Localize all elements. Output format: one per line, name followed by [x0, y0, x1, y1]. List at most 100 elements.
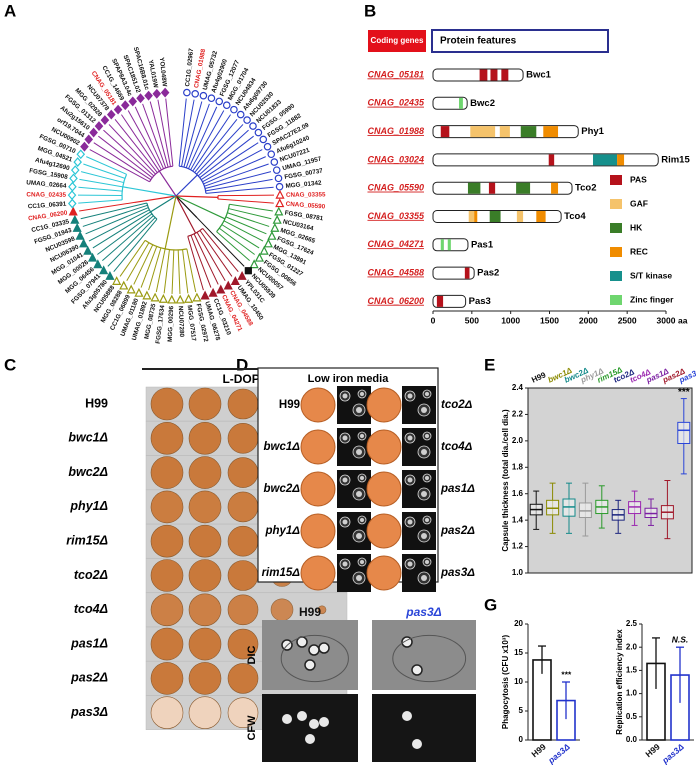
strain-label: tco2Δ — [74, 568, 108, 582]
cell-body — [356, 533, 362, 539]
fluorescent-cell — [319, 717, 329, 727]
leaf-marker — [267, 230, 277, 240]
strain-label: pas3Δ — [70, 705, 108, 719]
leaf-marker — [230, 105, 238, 114]
cell-body — [421, 449, 427, 455]
protein-name: Tco4 — [564, 211, 586, 222]
leaf-marker — [270, 158, 279, 166]
domain — [464, 267, 470, 279]
cell-body — [342, 519, 348, 525]
leaf-marker — [79, 238, 89, 248]
protein-bar — [432, 68, 524, 82]
leaf-marker — [243, 116, 251, 124]
tree-branch — [89, 149, 150, 183]
tree-branch — [102, 215, 154, 262]
domain — [488, 182, 496, 194]
leaf-marker — [105, 271, 115, 280]
tree-branch — [86, 156, 127, 175]
tree-branch — [88, 209, 150, 242]
micrograph — [372, 620, 476, 690]
leaf-marker — [126, 284, 136, 294]
tree-branch — [165, 98, 174, 167]
cell-body — [360, 434, 364, 438]
leaf-marker — [68, 181, 77, 192]
legend-label: S/T kinase — [630, 270, 672, 280]
y-tick-label: 1.0 — [626, 689, 638, 698]
tree-branch — [200, 142, 259, 181]
tree-branch — [158, 170, 177, 197]
cell-body — [425, 476, 429, 480]
tree-branch — [79, 201, 135, 212]
x-unit: aa — [678, 315, 688, 325]
plate — [366, 471, 402, 507]
tree-branch — [107, 217, 156, 267]
tree-branch — [216, 204, 230, 233]
leaf-marker — [80, 141, 89, 152]
leaf-label: UMAG_02664 — [26, 179, 67, 190]
tree-branch — [216, 231, 250, 262]
domain — [617, 154, 625, 166]
tree-branch — [196, 124, 244, 175]
strain-label: bwc2Δ — [68, 465, 108, 479]
spot — [150, 490, 184, 524]
protein-name: Tco2 — [575, 183, 596, 194]
leaf-marker — [237, 271, 247, 280]
tree-branch — [221, 224, 260, 249]
leaf-label: NCU07280 — [177, 306, 185, 338]
tree-branch — [188, 106, 218, 169]
domain — [470, 126, 496, 138]
spot — [227, 697, 259, 729]
cell-body — [342, 435, 348, 441]
plate — [300, 387, 336, 423]
tree-branch — [183, 101, 203, 168]
tree-branch — [197, 129, 249, 177]
strain-label: H99 — [85, 396, 108, 410]
tree-branch — [228, 208, 272, 220]
tree-branch — [187, 236, 204, 291]
leaf-marker — [112, 276, 122, 285]
protein-bar — [432, 96, 468, 110]
tree-branch — [175, 195, 218, 198]
tree-branch — [179, 165, 207, 194]
fluorescent-cell — [402, 711, 412, 721]
domain — [440, 126, 450, 138]
tree-branch — [164, 195, 177, 250]
plate — [300, 429, 336, 465]
legend-swatch — [610, 247, 622, 257]
tree-branch — [190, 110, 225, 171]
tree-branch — [150, 195, 177, 213]
leaf-marker — [254, 128, 263, 137]
tree-branch — [223, 220, 264, 242]
tree-branch — [227, 212, 270, 227]
leaf-marker — [272, 166, 281, 174]
panel-label: G — [484, 595, 497, 614]
domain — [499, 126, 510, 138]
domain — [490, 69, 498, 81]
cell-body — [342, 393, 348, 399]
strain-label: tco2Δ — [441, 399, 473, 411]
tree-branch — [134, 195, 177, 204]
y-axis-title: Capsule thickness (total dia./cell dia.) — [501, 409, 510, 552]
leaf-marker — [192, 292, 202, 302]
leaf-marker — [275, 182, 284, 191]
panel-label: C — [4, 355, 16, 374]
domain — [489, 211, 501, 222]
cell-body — [407, 561, 413, 567]
tree-branch — [175, 195, 226, 220]
leaf-marker — [68, 206, 78, 216]
gene-label: CNAG_04588 — [367, 267, 424, 277]
legend-label: Zinc finger — [630, 294, 674, 304]
tree-branch — [190, 235, 212, 288]
leaf-marker — [275, 198, 285, 208]
tree-branch — [219, 227, 255, 255]
plate — [300, 555, 336, 591]
tree-branch — [182, 249, 189, 294]
y-tick-label: 2.2 — [512, 410, 524, 419]
plate — [300, 471, 336, 507]
cell-body — [421, 491, 427, 497]
x-tick-label: 2000 — [579, 315, 598, 325]
legend-swatch — [610, 223, 622, 233]
spot — [270, 598, 294, 622]
spot — [150, 559, 184, 592]
leaf-marker — [191, 89, 200, 98]
